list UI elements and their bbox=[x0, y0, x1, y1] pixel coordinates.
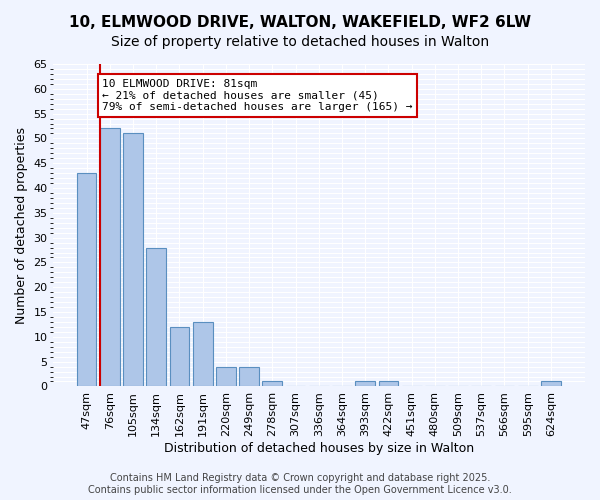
Bar bbox=[123, 134, 143, 386]
Text: Size of property relative to detached houses in Walton: Size of property relative to detached ho… bbox=[111, 35, 489, 49]
Bar bbox=[355, 382, 375, 386]
Bar bbox=[262, 382, 282, 386]
Text: 10 ELMWOOD DRIVE: 81sqm
← 21% of detached houses are smaller (45)
79% of semi-de: 10 ELMWOOD DRIVE: 81sqm ← 21% of detache… bbox=[102, 79, 413, 112]
Bar bbox=[170, 327, 190, 386]
Bar bbox=[146, 248, 166, 386]
Text: Contains HM Land Registry data © Crown copyright and database right 2025.
Contai: Contains HM Land Registry data © Crown c… bbox=[88, 474, 512, 495]
Text: 10, ELMWOOD DRIVE, WALTON, WAKEFIELD, WF2 6LW: 10, ELMWOOD DRIVE, WALTON, WAKEFIELD, WF… bbox=[69, 15, 531, 30]
Bar bbox=[100, 128, 119, 386]
Bar bbox=[216, 366, 236, 386]
Y-axis label: Number of detached properties: Number of detached properties bbox=[15, 126, 28, 324]
Bar bbox=[77, 173, 97, 386]
Bar bbox=[379, 382, 398, 386]
Bar bbox=[239, 366, 259, 386]
Bar bbox=[193, 322, 212, 386]
Bar bbox=[541, 382, 561, 386]
X-axis label: Distribution of detached houses by size in Walton: Distribution of detached houses by size … bbox=[164, 442, 474, 455]
